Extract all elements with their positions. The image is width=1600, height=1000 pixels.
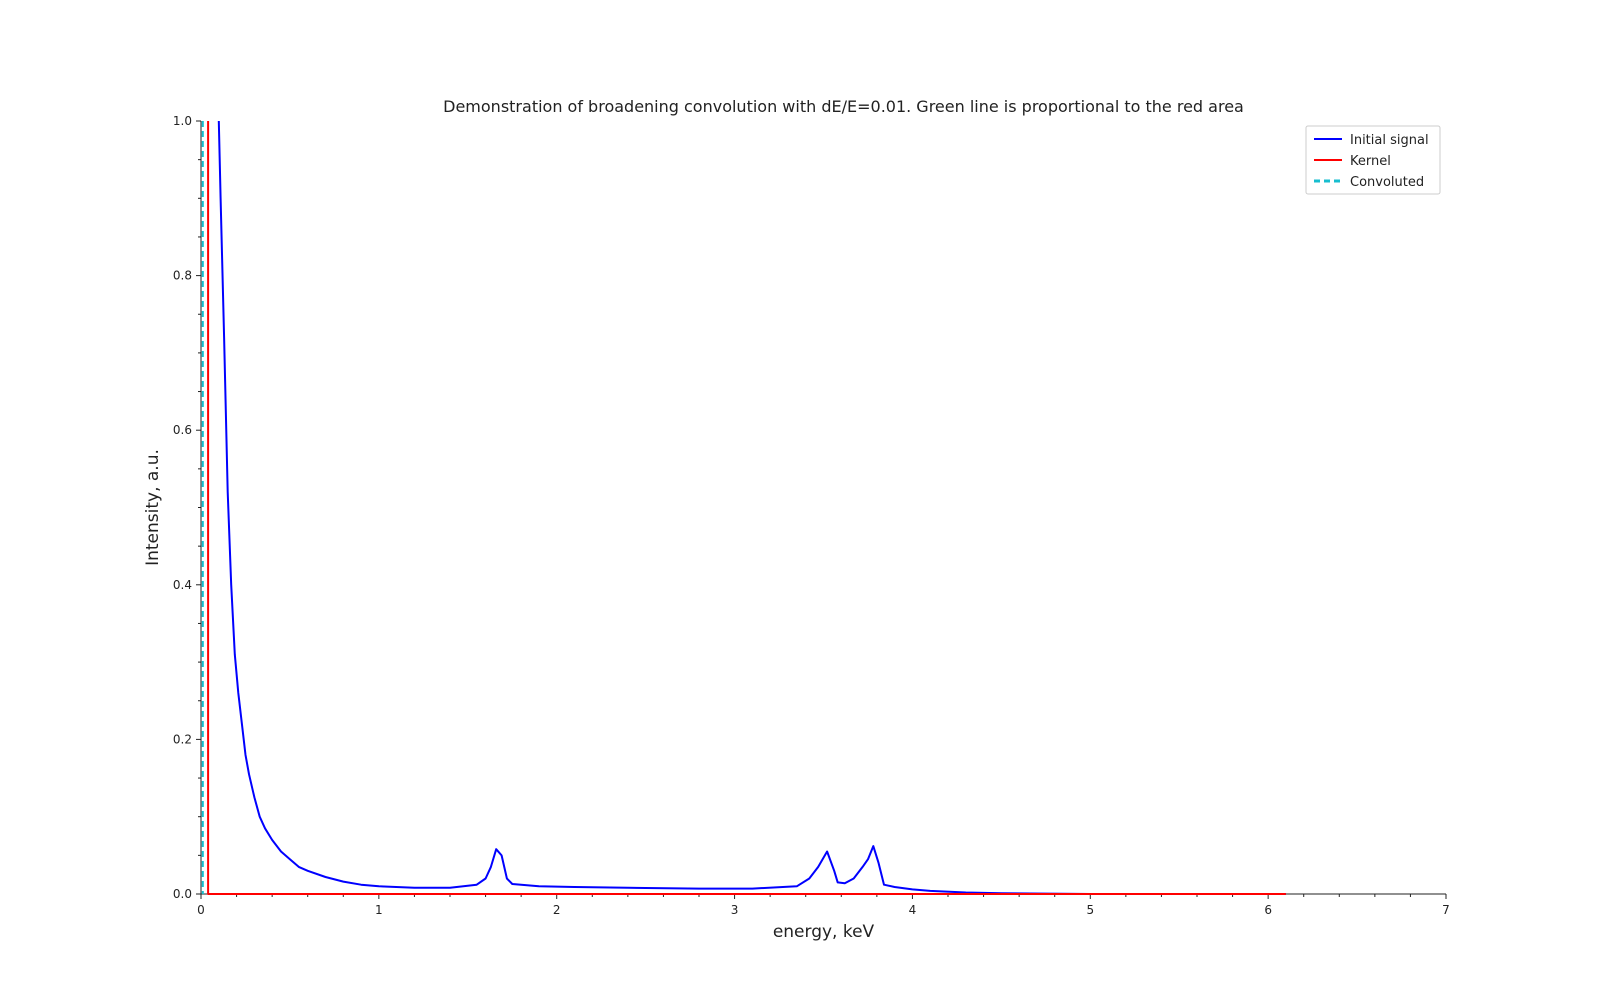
legend-box <box>1305 125 1441 195</box>
series-line-kernel <box>207 121 1286 895</box>
x-tick-label: 6 <box>1264 903 1272 917</box>
y-tick-label: 0.4 <box>173 578 192 592</box>
x-axis-label: energy, keV <box>773 922 875 942</box>
legend-label: Kernel <box>1350 154 1391 169</box>
y-tick-label: 0.8 <box>173 269 192 283</box>
x-tick-label: 7 <box>1442 903 1450 917</box>
chart-title: Demonstration of broadening convolution … <box>443 97 1244 116</box>
legend-label: Initial signal <box>1350 133 1429 148</box>
legend-label: Convoluted <box>1350 175 1424 190</box>
y-axis-label: Intensity, a.u. <box>143 449 163 566</box>
plot-area: 0 1 2 3 4 5 6 7 0.0 0.2 0.4 0.6 0.8 1.0 <box>173 114 1450 917</box>
legend: Initial signal Kernel Convoluted <box>1305 125 1441 195</box>
y-tick-label: 1.0 <box>173 114 192 128</box>
y-tick-label: 0.2 <box>173 732 192 746</box>
x-tick-label: 4 <box>909 903 917 917</box>
x-tick-label: 2 <box>553 903 561 917</box>
x-tick-label: 3 <box>731 903 739 917</box>
y-tick-label: 0.0 <box>173 887 192 901</box>
y-tick-label: 0.6 <box>173 423 192 437</box>
x-tick-label: 0 <box>197 903 205 917</box>
x-tick-label: 5 <box>1086 903 1094 917</box>
axes: 0 1 2 3 4 5 6 7 0.0 0.2 0.4 0.6 0.8 1.0 <box>173 114 1450 917</box>
series-line-initial-signal <box>217 120 1286 895</box>
x-tick-label: 1 <box>375 903 383 917</box>
series-layer <box>201 120 1286 895</box>
